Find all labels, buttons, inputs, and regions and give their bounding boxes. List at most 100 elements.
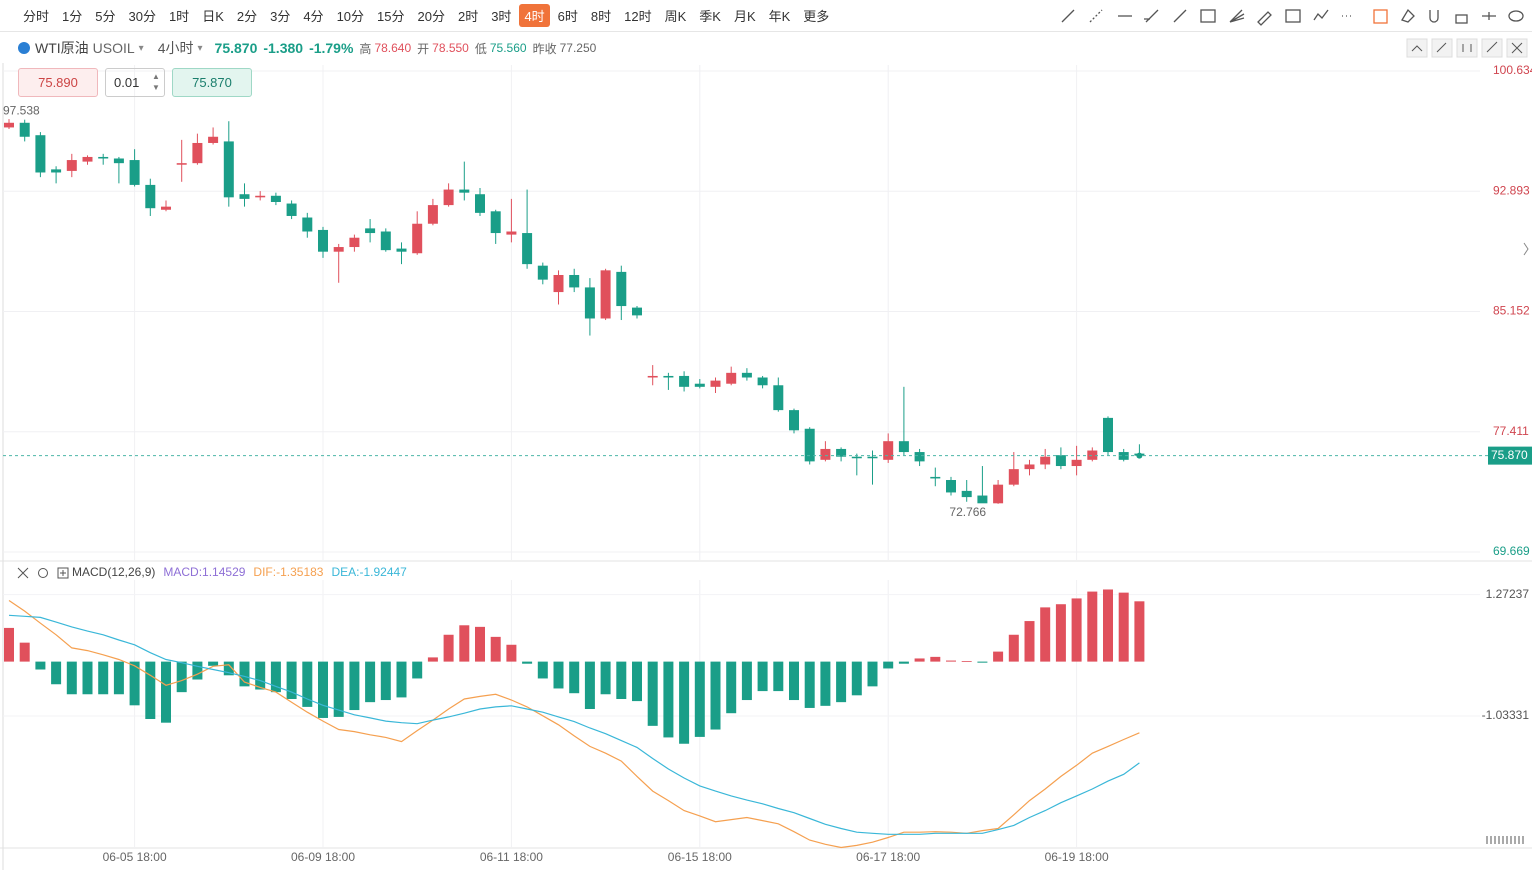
candle-body [867,456,878,459]
period[interactable]: 4小时 [157,40,194,56]
y-tick-label: 77.411 [1493,424,1529,438]
interval-button[interactable]: 1分 [62,9,83,24]
candle-body [820,448,831,460]
histogram-bar [176,661,187,693]
histogram-bar [365,661,376,703]
draw-tools[interactable] [1058,6,1528,26]
settings-icon[interactable] [38,568,48,578]
dropdown-arrow[interactable]: ▾ [138,42,144,54]
interval-button[interactable]: 2时 [457,9,479,24]
candle-body [475,194,485,213]
interval-button[interactable]: 3分 [270,9,291,24]
qty-spinner[interactable]: ▲ ▼ [152,72,160,92]
symbol-header: WTI原油 USOIL ▾ 4小时 ▾ 75.870 -1.380 -1.79%… [0,33,1532,63]
histogram-bar [616,661,627,699]
indicator-line [8,600,1140,849]
histogram-bar [710,661,721,730]
histogram-bar [113,661,124,695]
interval-button[interactable]: 20分 [417,9,445,24]
sell-price[interactable]: 75.890 [18,68,98,97]
candle-body [1008,469,1019,485]
histogram-bar [286,661,297,699]
candle-body [647,375,658,378]
x-tick-label: 06-15 18:00 [668,850,732,864]
candle-body [302,217,313,232]
histogram-bar [51,661,62,685]
histogram-bar [239,661,250,687]
histogram-bar [396,661,407,698]
legend-entry: DIF:-1.35183 [253,565,323,579]
interval-button[interactable]: 2分 [236,9,258,24]
histogram-bar [255,661,266,690]
histogram-bar [443,634,454,662]
interval-button[interactable]: 15分 [377,9,405,24]
candle-body [1103,417,1113,453]
histogram-bar [490,636,501,662]
macd-controls[interactable] [17,567,69,579]
legend-entry: MACD:1.14529 [163,565,245,579]
close-icon[interactable] [17,567,29,579]
last-point [1136,452,1143,459]
interval-button[interactable]: 10分 [336,9,365,24]
histogram-bar [98,661,109,695]
add-icon[interactable] [57,567,69,579]
interval-button[interactable]: 4时 [519,4,550,27]
interval-button[interactable]: 12时 [624,9,652,24]
candle-body [176,163,187,165]
indicator-title: MACD(12,26,9) [72,565,155,579]
interval-button[interactable]: 30分 [128,9,156,24]
histogram-bar [192,661,203,680]
interval-button[interactable]: 更多 [803,9,830,24]
histogram-bar [946,660,956,662]
x-tick-label: 06-09 18:00 [291,850,355,864]
interval-button[interactable]: 分时 [23,9,50,24]
candle-body [993,484,1004,504]
histogram-bar [1008,634,1019,662]
quantity-input[interactable]: 0.01 [105,68,165,97]
interval-button[interactable]: 季K [699,9,721,24]
low-annotation: 72.766 [949,505,986,519]
symbol-code[interactable]: USOIL [92,40,135,56]
histogram-bar [145,661,156,720]
candle-body [161,206,171,210]
interval-button[interactable]: 3时 [491,9,512,24]
buy-price[interactable]: 75.870 [172,68,252,97]
interval-button[interactable]: 8时 [590,9,612,24]
last-price: 75.870 [214,40,258,56]
toolbar: 分时 1分 5分 30分 1时 日K 2分 3分 4分 10分 15分 20分 2时 3时 4时 6时 8时 12… [0,0,1532,32]
candle-body [600,270,611,319]
open-label: 开 [417,41,430,56]
interval-button[interactable]: 6时 [557,9,578,24]
y-tick-label: 85.152 [1493,304,1530,318]
legend-entry: DEA:-1.92447 [331,565,407,579]
candle-body [270,195,281,202]
panel-tools[interactable] [1406,38,1530,58]
candle-body [365,228,376,234]
change-pct: -1.79% [309,40,354,56]
interval-button[interactable]: 日K [202,9,224,24]
interval-button[interactable]: 4分 [303,9,324,24]
candle-body [1118,452,1129,460]
expand-arrow[interactable] [1523,242,1529,256]
candle-body [82,156,93,162]
high-annotation: 97.538 [3,103,40,117]
histogram-bar [506,644,517,662]
interval-button[interactable]: 月K [733,9,756,24]
histogram-bar [4,627,14,662]
last-price-label: 75.870 [1491,448,1528,462]
candle-body [380,231,391,251]
candle-body [286,203,297,216]
symbol-name[interactable]: WTI原油 [35,40,89,56]
low-label: 低 [474,41,487,56]
interval-button[interactable]: 5分 [95,9,116,24]
candle-body [961,490,972,498]
dropdown-arrow[interactable]: ▾ [197,42,203,54]
histogram-bar [223,661,234,676]
candle-body [129,160,140,185]
interval-button[interactable]: 年K [768,9,791,24]
high: 78.640 [374,41,412,55]
interval-button[interactable]: 周K [664,9,687,24]
histogram-bar [1071,598,1082,662]
histogram-bar [993,651,1004,662]
interval-button[interactable]: 1时 [168,9,190,24]
